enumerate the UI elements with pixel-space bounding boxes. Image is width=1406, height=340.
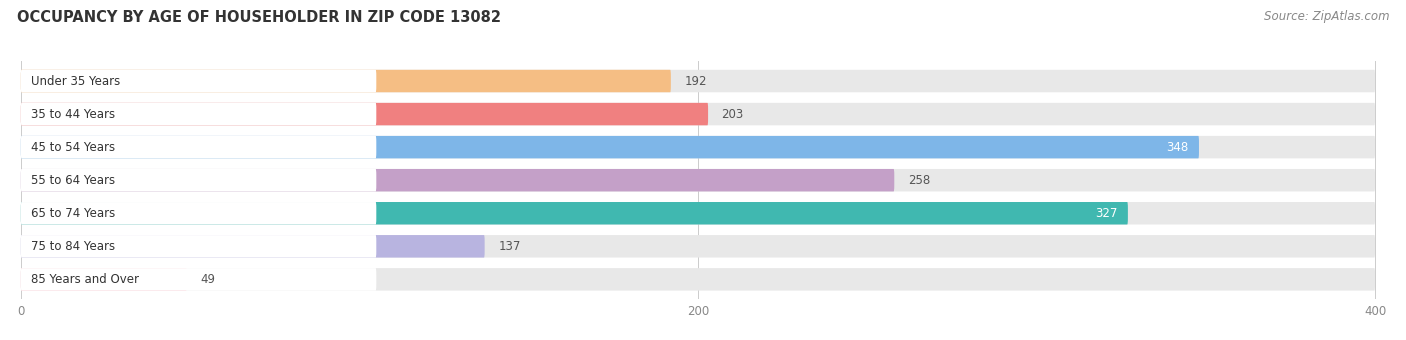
Text: 85 Years and Over: 85 Years and Over — [31, 273, 139, 286]
FancyBboxPatch shape — [21, 70, 377, 92]
Text: 65 to 74 Years: 65 to 74 Years — [31, 207, 115, 220]
FancyBboxPatch shape — [21, 70, 1375, 92]
Text: 348: 348 — [1167, 141, 1189, 154]
Text: Source: ZipAtlas.com: Source: ZipAtlas.com — [1264, 10, 1389, 23]
FancyBboxPatch shape — [21, 268, 377, 291]
Text: 327: 327 — [1095, 207, 1118, 220]
Text: 192: 192 — [685, 74, 707, 87]
FancyBboxPatch shape — [21, 136, 1375, 158]
FancyBboxPatch shape — [21, 169, 1375, 191]
FancyBboxPatch shape — [21, 136, 377, 158]
FancyBboxPatch shape — [21, 103, 709, 125]
FancyBboxPatch shape — [21, 202, 1128, 224]
Text: 203: 203 — [721, 107, 744, 121]
Text: 55 to 64 Years: 55 to 64 Years — [31, 174, 115, 187]
FancyBboxPatch shape — [21, 103, 1375, 125]
Text: Under 35 Years: Under 35 Years — [31, 74, 121, 87]
FancyBboxPatch shape — [21, 235, 377, 258]
Text: OCCUPANCY BY AGE OF HOUSEHOLDER IN ZIP CODE 13082: OCCUPANCY BY AGE OF HOUSEHOLDER IN ZIP C… — [17, 10, 501, 25]
FancyBboxPatch shape — [21, 70, 671, 92]
FancyBboxPatch shape — [21, 268, 187, 291]
FancyBboxPatch shape — [21, 103, 377, 125]
Text: 137: 137 — [498, 240, 520, 253]
FancyBboxPatch shape — [21, 136, 1199, 158]
FancyBboxPatch shape — [21, 235, 485, 258]
Text: 45 to 54 Years: 45 to 54 Years — [31, 141, 115, 154]
Text: 49: 49 — [200, 273, 215, 286]
FancyBboxPatch shape — [21, 268, 1375, 291]
FancyBboxPatch shape — [21, 169, 377, 191]
FancyBboxPatch shape — [21, 202, 377, 224]
FancyBboxPatch shape — [21, 169, 894, 191]
Text: 75 to 84 Years: 75 to 84 Years — [31, 240, 115, 253]
Text: 258: 258 — [908, 174, 931, 187]
Text: 35 to 44 Years: 35 to 44 Years — [31, 107, 115, 121]
FancyBboxPatch shape — [21, 235, 1375, 258]
FancyBboxPatch shape — [21, 202, 1375, 224]
